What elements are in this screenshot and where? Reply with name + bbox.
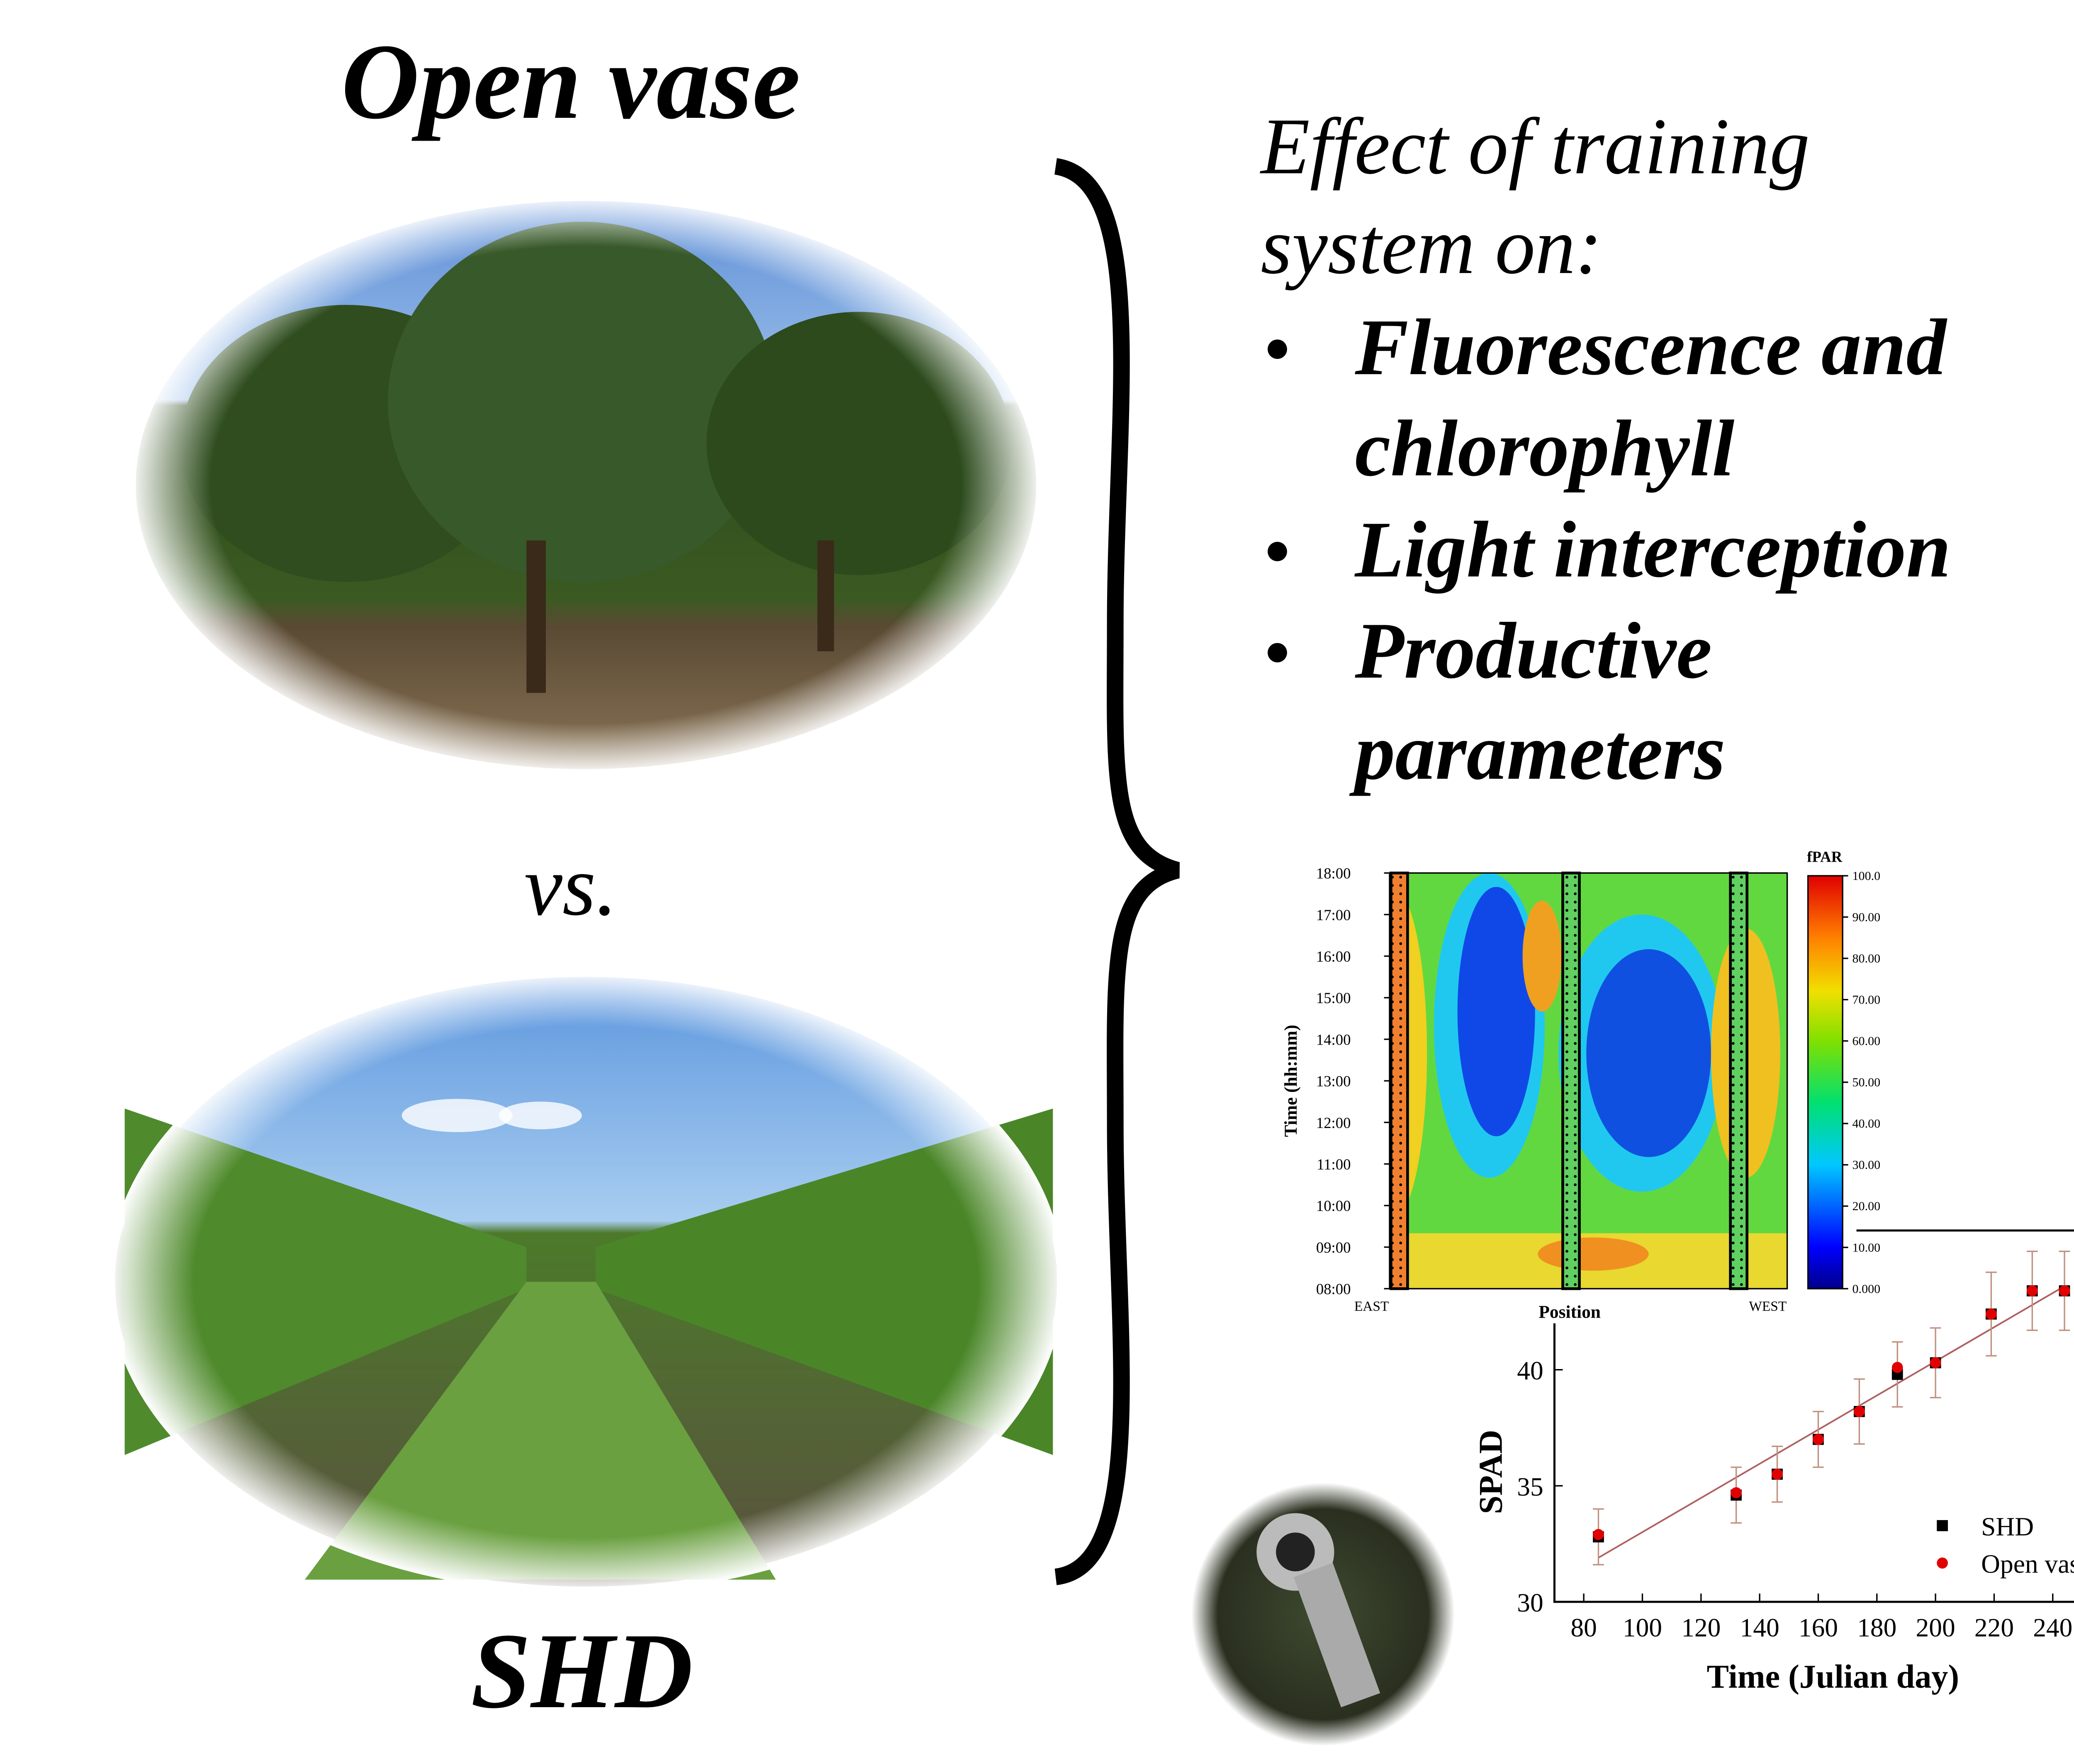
colorbar-tick-label: 20.00: [1852, 1199, 1881, 1213]
point-circle: [2026, 1285, 2038, 1296]
x-tick-label: 180: [1857, 1613, 1896, 1642]
x-tick-label: 160: [1799, 1613, 1838, 1642]
bullet-list: Fluorescence and chlorophyll Light interce…: [1268, 302, 1951, 796]
bullet-text: Light interception: [1354, 505, 1951, 594]
point-circle: [1593, 1529, 1604, 1540]
photo-shd: [108, 970, 1064, 1594]
y-tick-label: 11:00: [1317, 1156, 1351, 1173]
brace: [1054, 158, 1180, 1585]
colorbar: [1807, 875, 1843, 1289]
point-circle: [1854, 1406, 1865, 1417]
colorbar-tick-label: 40.00: [1852, 1116, 1881, 1131]
colorbar-tick-label: 80.00: [1852, 951, 1881, 965]
bullet-text: chlorophyll: [1355, 404, 1734, 493]
bullet-text: Productive: [1354, 606, 1712, 695]
y-tick-label: 17:00: [1316, 906, 1351, 923]
colorbar-tick-label: 10.00: [1852, 1240, 1881, 1255]
bullet-text: parameters: [1349, 707, 1725, 796]
x-tick-label: 240: [2033, 1613, 2072, 1642]
x-tick-label: 120: [1681, 1613, 1721, 1642]
y-tick-label: 10:00: [1316, 1197, 1351, 1214]
point-circle: [1813, 1434, 1824, 1445]
colorbar-tick-label: 100.0: [1852, 869, 1881, 883]
point-circle: [2059, 1285, 2070, 1296]
y-tick-label: 13:00: [1316, 1073, 1351, 1090]
legend-label: Open vase: [1981, 1549, 2074, 1579]
x-axis-label: Time (Julian day): [1706, 1659, 1959, 1695]
x-label-east: EAST: [1354, 1299, 1389, 1314]
bullet-text: Fluorescence and: [1354, 302, 1947, 392]
point-circle: [1731, 1487, 1742, 1498]
fit-line: [1598, 1285, 2065, 1559]
y-tick-label: 09:00: [1316, 1239, 1351, 1256]
y-tick-label: 12:00: [1316, 1114, 1351, 1131]
title-open-vase: Open vase: [341, 22, 801, 141]
heading-line: system on:: [1261, 201, 1602, 290]
y-tick-label: 14:00: [1316, 1031, 1351, 1048]
y-tick-label: 08:00: [1316, 1281, 1351, 1298]
x-tick-label: 100: [1623, 1613, 1662, 1642]
y-axis-label: SPAD: [1473, 1430, 1509, 1514]
y-tick-label: 15:00: [1316, 989, 1351, 1006]
legend-swatch: [1937, 1557, 1948, 1569]
x-axis-label: Position: [1538, 1302, 1601, 1322]
vs-label: vs.: [524, 838, 617, 933]
legend-swatch: [1937, 1520, 1948, 1531]
colorbar-tick-label: 60.00: [1852, 1034, 1881, 1048]
heatmap-chart: 08:00 09:00 10:00 11:00 12:00 13:00 14:00 15:00…: [1274, 831, 1881, 1323]
colorbar-tick-label: 30.00: [1852, 1158, 1881, 1172]
bullet-dot: [1268, 643, 1287, 663]
y-tick-label: 40: [1517, 1356, 1543, 1385]
x-tick-label: 200: [1916, 1613, 1955, 1642]
legend-label: SHD: [1981, 1512, 2034, 1541]
colorbar-tick-label: 70.00: [1852, 993, 1881, 1007]
point-circle: [1986, 1308, 1997, 1320]
colorbar-tick-label: 0.000: [1852, 1282, 1881, 1296]
x-tick-label: 140: [1740, 1613, 1779, 1642]
heading-line: Effect of training: [1259, 102, 1809, 191]
x-label-west: WEST: [1749, 1299, 1787, 1314]
bullet-dot: [1268, 542, 1287, 561]
title-shd: SHD: [471, 1611, 693, 1731]
colorbar-tick-label: 90.00: [1852, 910, 1881, 924]
y-tick-label: 30: [1517, 1588, 1543, 1617]
x-tick-label: 80: [1570, 1613, 1597, 1642]
y-tick-label: 35: [1517, 1472, 1543, 1501]
colorbar-tick-label: 50.00: [1852, 1075, 1881, 1089]
x-tick-label: 220: [1974, 1613, 2014, 1642]
photo-open-vase: [129, 194, 1044, 776]
y-axis-label: Time (hh:mm): [1281, 1025, 1301, 1137]
colorbar-title: fPAR: [1807, 848, 1842, 865]
point-circle: [1891, 1362, 1903, 1373]
y-tick-label: 18:00: [1316, 865, 1351, 882]
point-circle: [1930, 1357, 1941, 1369]
photo-spad-meter: [1191, 1482, 1455, 1746]
bullet-dot: [1268, 339, 1287, 359]
y-tick-label: 16:00: [1316, 948, 1351, 965]
point-circle: [1772, 1469, 1783, 1480]
